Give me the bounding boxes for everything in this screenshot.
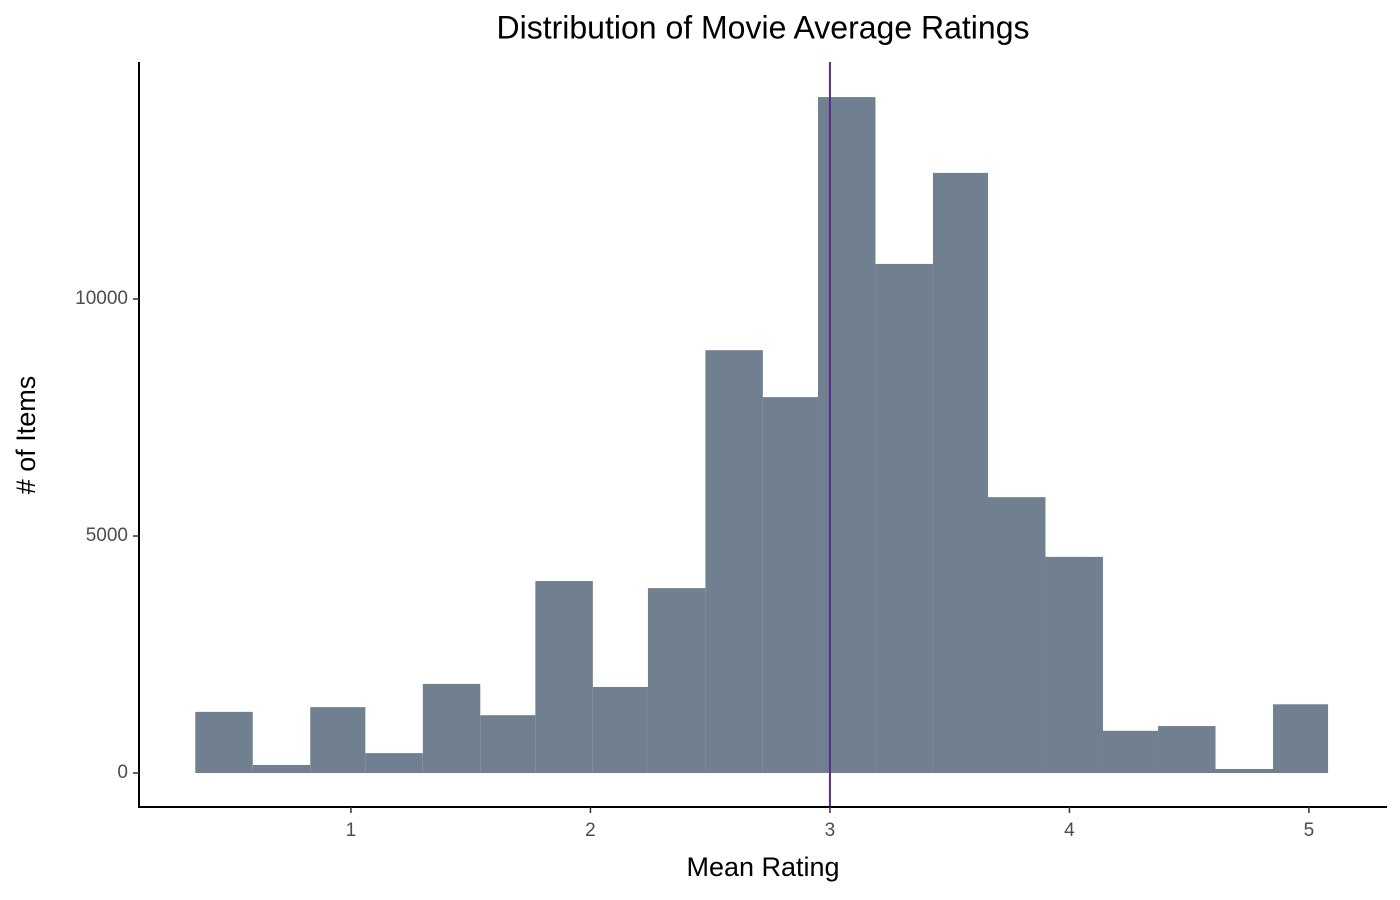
bar [1215,768,1274,774]
bar [252,764,311,774]
bar [762,397,818,774]
bar [195,711,253,774]
x-tick-label: 2 [585,820,596,841]
bar [365,753,423,774]
x-tick-label: 5 [1304,820,1315,841]
bar [422,683,481,774]
x-axis-title: Mean Rating [686,852,839,882]
bar [480,715,536,774]
chart-title: Distribution of Movie Average Ratings [496,9,1029,45]
bar [1045,556,1103,774]
x-tick-label: 1 [346,820,357,841]
bar [1273,704,1329,774]
y-tick-label: 0 [117,762,128,783]
bar [875,263,933,774]
x-tick-label: 3 [825,820,836,841]
bar [1158,726,1216,774]
bar [932,172,989,774]
x-tick-label: 4 [1064,820,1075,841]
y-tick-label: 10000 [75,288,128,309]
bar [535,581,593,774]
bar [310,707,366,774]
bar [1102,730,1159,774]
bar [592,686,648,774]
y-axis-title: # of Items [11,376,41,495]
y-tick-label: 5000 [86,525,128,546]
bar [647,588,706,774]
bar [817,97,876,774]
bar [705,350,763,774]
bar [988,497,1046,774]
